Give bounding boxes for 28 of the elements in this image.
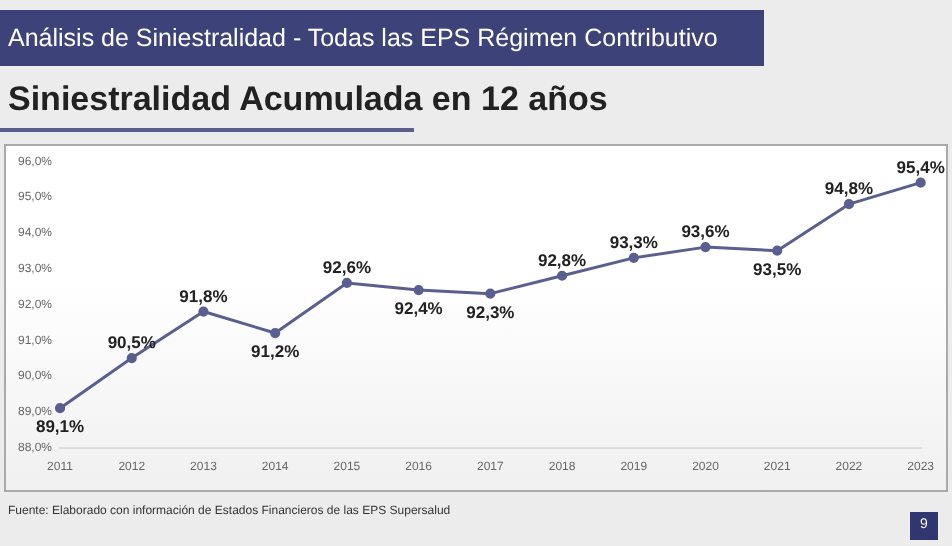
data-label: 91,2%	[251, 341, 301, 362]
data-label: 92,6%	[322, 256, 372, 277]
data-label: 91,8%	[179, 285, 229, 306]
data-label: 94,8%	[824, 178, 874, 199]
point	[628, 252, 639, 263]
chart-subtitle: Siniestralidad Acumulada en 12 años	[8, 80, 608, 120]
data-label: 93,5%	[753, 258, 803, 279]
point	[915, 177, 926, 188]
point	[556, 270, 568, 281]
data-label: 92,3%	[466, 301, 516, 322]
point	[341, 277, 352, 289]
data-label: 89,1%	[35, 416, 85, 437]
point	[126, 353, 137, 364]
point	[413, 284, 424, 296]
point	[843, 199, 855, 210]
data-label: 92,4%	[394, 298, 444, 319]
point	[772, 245, 783, 256]
point	[700, 242, 711, 253]
data-label: 90,5%	[107, 332, 157, 353]
point	[54, 403, 66, 414]
data-label: 92,8%	[537, 249, 588, 270]
data-label: 95,4%	[896, 156, 946, 177]
point	[485, 288, 496, 299]
data-label: 93,6%	[681, 221, 731, 242]
point	[198, 306, 209, 317]
chart-title: Análisis de Siniestralidad - Todas las EPS Régimen Contributivo	[0, 10, 764, 66]
point	[270, 327, 281, 339]
data-label: 93,3%	[609, 231, 659, 252]
